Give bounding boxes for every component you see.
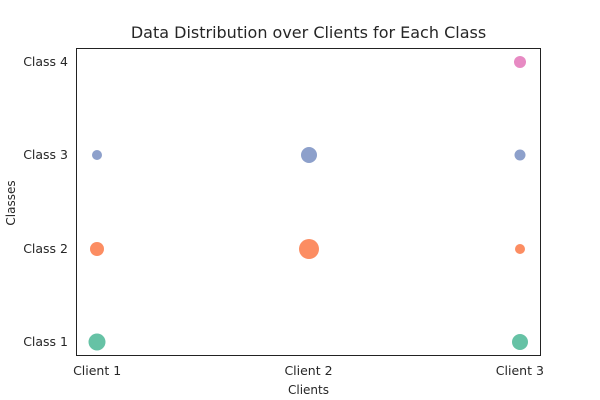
x-tick-label: Client 1 [73,363,122,378]
scatter-point [514,149,526,161]
plot-area [76,48,541,356]
chart-title: Data Distribution over Clients for Each … [130,23,487,42]
scatter-point [90,241,105,256]
scatter-point [88,333,106,351]
y-tick-label: Class 3 [23,147,68,163]
x-axis-label: Clients [288,383,329,397]
scatter-point [511,334,528,350]
scatter-point [298,238,319,259]
scatter-point [514,243,525,254]
y-tick-label: Class 1 [23,333,68,349]
scatter-point [513,56,526,68]
y-tick-label: Class 4 [23,53,68,69]
y-tick-label: Class 2 [23,240,68,256]
scatter-point [300,147,317,164]
x-tick-label: Client 3 [495,363,544,378]
x-tick-label: Client 2 [284,363,333,378]
y-axis-label: Classes [4,180,18,226]
scatter-point [92,150,103,161]
